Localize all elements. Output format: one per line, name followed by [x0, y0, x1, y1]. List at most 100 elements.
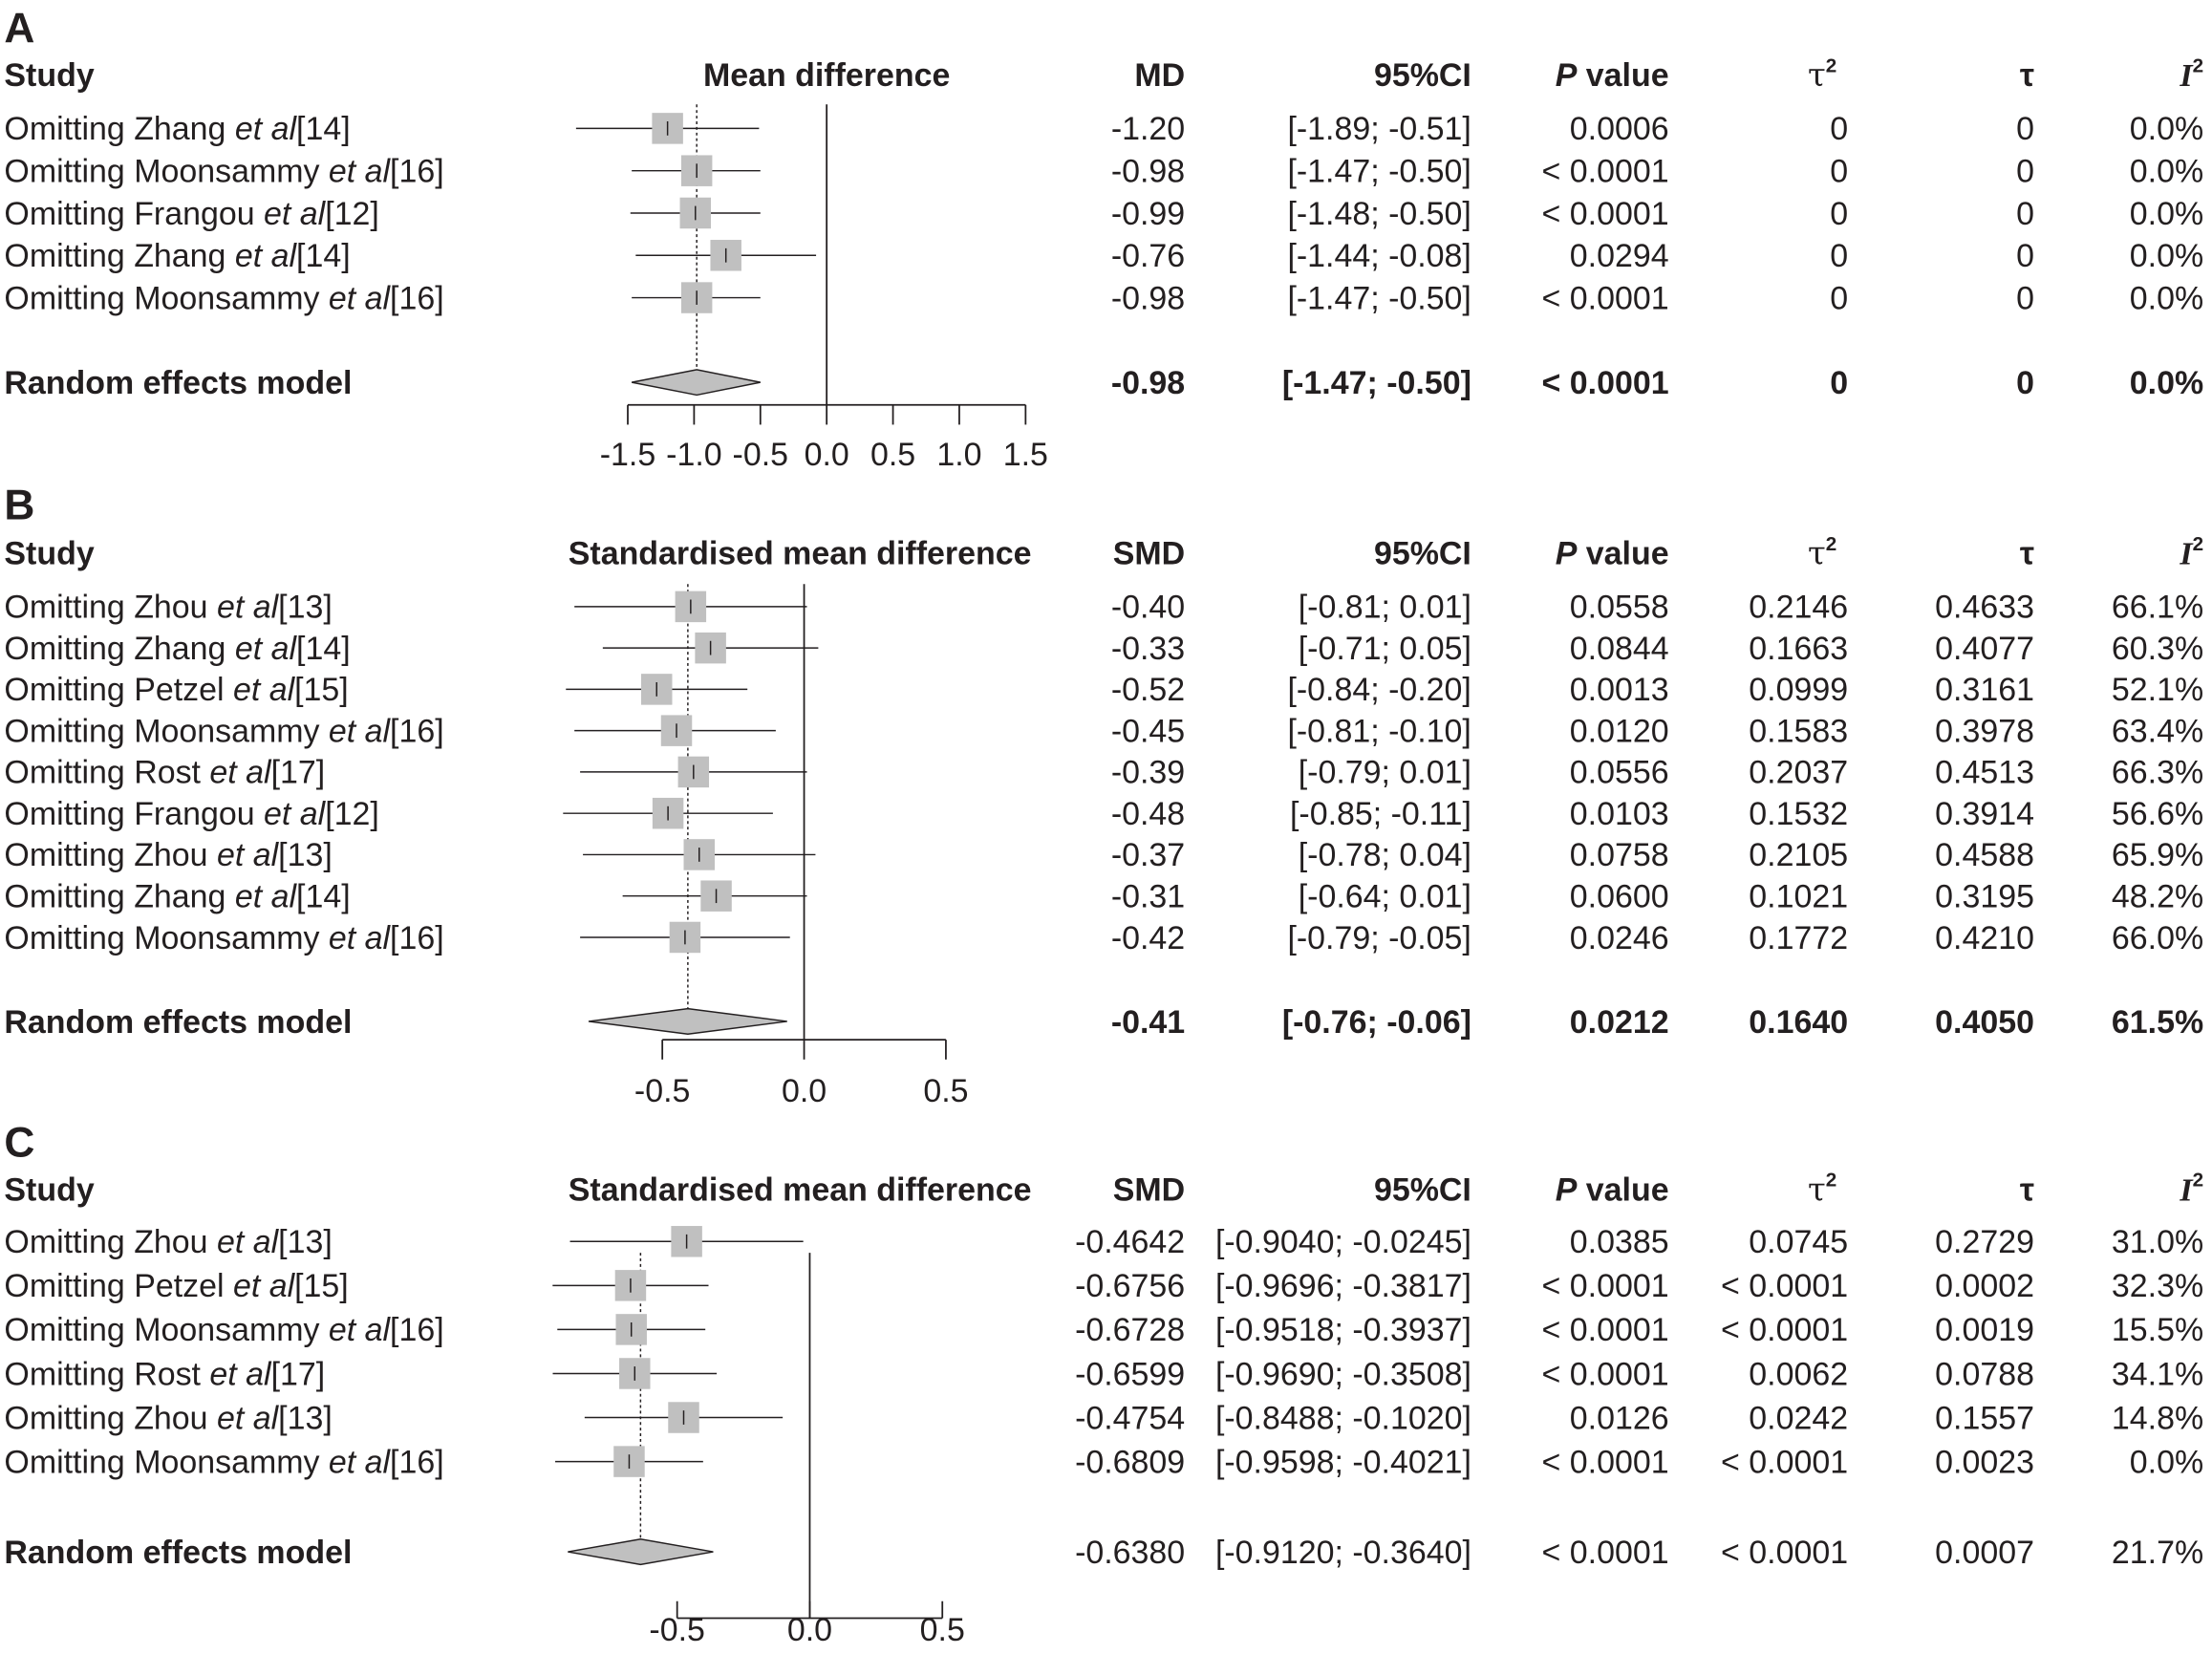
cell-i2: 66.0% — [2112, 920, 2203, 956]
study-ref: [14] — [296, 238, 351, 274]
cell-tau2: 0.0242 — [1749, 1400, 1848, 1436]
study-row: Omitting Frangou et al[12] -0.99 [-1.48; -… — [4, 196, 2203, 232]
cell-tau: 0 — [2016, 238, 2034, 274]
study-label: Omitting Moonsammy et al[16] — [4, 713, 443, 749]
cell-i2: 15.5% — [2112, 1312, 2203, 1348]
model-cell-tau: 0 — [2016, 365, 2034, 401]
study-et-al: et al — [209, 1356, 272, 1392]
model-cell-ci: [-0.9120; -0.3640] — [1215, 1535, 1471, 1571]
cell-ci: [-0.81; -0.10] — [1287, 713, 1471, 749]
header-tau: τ — [2020, 536, 2034, 572]
model-cell-tau2: 0.1640 — [1749, 1004, 1848, 1041]
header-p-value: P value — [1556, 57, 1669, 94]
header-i2: I2 — [2179, 54, 2203, 94]
cell-tau2: 0 — [1830, 153, 1848, 189]
study-ref: [12] — [325, 796, 379, 832]
cell-tau: 0 — [2016, 111, 2034, 147]
header-i2-sup: 2 — [2193, 533, 2204, 555]
study-label: Omitting Zhang et al[14] — [4, 879, 350, 915]
model-cell-p: < 0.0001 — [1542, 365, 1669, 401]
header-i2-symbol: I — [2179, 1172, 2194, 1208]
model-cell-i2: 61.5% — [2112, 1004, 2203, 1041]
header-tau2-symbol: τ — [1808, 56, 1826, 95]
study-row: Omitting Zhang et al[14] -0.76 [-1.44; -0.… — [4, 238, 2203, 274]
study-name: Omitting Moonsammy — [4, 280, 328, 316]
header-tau: τ — [2020, 57, 2034, 94]
cell-i2: 34.1% — [2112, 1356, 2203, 1392]
x-axis: -1.5 -1.0 -0.5 0.0 0.5 1.0 1.5 — [600, 403, 1048, 473]
header-estimate: SMD — [1113, 1171, 1185, 1208]
cell-i2: 0.0% — [2130, 111, 2203, 147]
axis-tick-label: 0.0 — [787, 1612, 832, 1648]
study-ref: [13] — [278, 1224, 333, 1260]
cell-est: -0.6756 — [1075, 1268, 1185, 1304]
study-row: Omitting Rost et al[17] -0.39 [-0.79; 0.01… — [4, 755, 2203, 791]
study-label: Omitting Petzel et al[15] — [4, 1268, 348, 1304]
panel-label: B — [4, 482, 34, 528]
cell-est: -1.20 — [1111, 111, 1185, 147]
header-ci: 95%CI — [1374, 57, 1471, 94]
cell-p: < 0.0001 — [1542, 1444, 1669, 1480]
header-p-rest: value — [1577, 57, 1668, 94]
study-row: Omitting Zhou et al[13] -0.4754 [-0.8488; … — [4, 1400, 2203, 1436]
model-label: Random effects model — [4, 1004, 352, 1041]
cell-est: -0.37 — [1111, 837, 1185, 873]
cell-i2: 0.0% — [2130, 280, 2203, 316]
cell-ci: [-0.8488; -0.1020] — [1215, 1400, 1471, 1436]
cell-p: 0.0758 — [1570, 837, 1669, 873]
cell-tau2: 0.0999 — [1749, 672, 1848, 708]
model-cell-p: 0.0212 — [1570, 1004, 1669, 1041]
study-ref: [14] — [296, 631, 351, 667]
study-row: Omitting Zhang et al[14] -0.31 [-0.64; 0.0… — [4, 879, 2203, 915]
study-ref: [13] — [278, 837, 333, 873]
cell-p: 0.0385 — [1570, 1224, 1669, 1260]
cell-i2: 0.0% — [2130, 238, 2203, 274]
study-label: Omitting Rost et al[17] — [4, 755, 325, 791]
header-p-value: P value — [1556, 1171, 1669, 1208]
study-ref: [16] — [390, 713, 444, 749]
study-row: Omitting Moonsammy et al[16] -0.42 [-0.79;… — [4, 920, 2203, 956]
study-label: Omitting Zhang et al[14] — [4, 111, 350, 147]
cell-est: -0.6728 — [1075, 1312, 1185, 1348]
header-estimate: SMD — [1113, 536, 1185, 572]
study-ref: [16] — [390, 1312, 444, 1348]
header-plot: Standardised mean difference — [569, 536, 1032, 572]
study-label: Omitting Moonsammy et al[16] — [4, 1312, 443, 1348]
cell-i2: 32.3% — [2112, 1268, 2203, 1304]
header-tau2-symbol: τ — [1808, 535, 1826, 573]
cell-ci: [-0.79; 0.01] — [1299, 755, 1471, 791]
study-row: Omitting Moonsammy et al[16] -0.6809 [-0.9… — [4, 1444, 2203, 1480]
pooled-diamond — [568, 1538, 714, 1566]
cell-ci: [-0.81; 0.01] — [1299, 590, 1471, 626]
axis-tick-label: 0.0 — [805, 437, 849, 473]
cell-p: < 0.0001 — [1542, 280, 1669, 316]
cell-i2: 63.4% — [2112, 713, 2203, 749]
cell-i2: 56.6% — [2112, 796, 2203, 832]
study-name: Omitting Zhang — [4, 111, 234, 147]
study-et-al: et al — [217, 1400, 280, 1436]
study-et-al: et al — [217, 1224, 280, 1260]
study-et-al: et al — [235, 238, 298, 274]
study-ref: [13] — [278, 1400, 333, 1436]
cell-tau: 0.4210 — [1935, 920, 2034, 956]
header-study: Study — [4, 536, 94, 572]
study-name: Omitting Moonsammy — [4, 1444, 328, 1480]
model-cell-est: -0.98 — [1111, 365, 1185, 401]
study-ref: [12] — [325, 196, 379, 232]
cell-tau2: 0.0062 — [1749, 1356, 1848, 1392]
cell-p: 0.0556 — [1570, 755, 1669, 791]
cell-tau2: 0 — [1830, 238, 1848, 274]
header-ci: 95%CI — [1374, 1171, 1471, 1208]
study-name: Omitting Frangou — [4, 196, 264, 232]
x-axis: -0.5 0.0 0.5 — [634, 1039, 969, 1109]
cell-tau: 0.0788 — [1935, 1356, 2034, 1392]
cell-tau: 0.3914 — [1935, 796, 2034, 832]
cell-ci: [-0.9598; -0.4021] — [1215, 1444, 1471, 1480]
cell-i2: 0.0% — [2130, 196, 2203, 232]
cell-ci: [-1.47; -0.50] — [1287, 153, 1471, 189]
panel-label: C — [4, 1120, 34, 1167]
study-name: Omitting Rost — [4, 755, 209, 791]
study-row: Omitting Zhou et al[13] -0.4642 [-0.9040; … — [4, 1224, 2203, 1260]
axis-tick-label: -0.5 — [649, 1612, 704, 1648]
